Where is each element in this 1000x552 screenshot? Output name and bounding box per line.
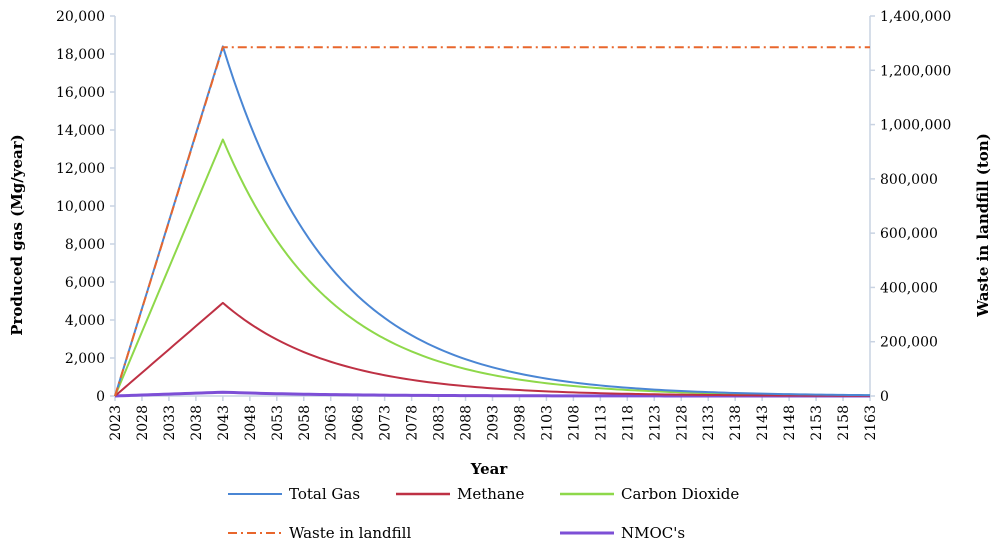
left-tick-label: 18,000	[56, 47, 105, 63]
right-tick-label: 400,000	[880, 280, 938, 296]
right-tick-label: 200,000	[880, 335, 938, 351]
x-tick-label: 2073	[378, 405, 394, 441]
x-tick-label: 2163	[863, 405, 879, 441]
x-tick-label: 2023	[108, 405, 124, 441]
left-tick-label: 4,000	[65, 313, 105, 329]
x-tick-label: 2118	[620, 405, 636, 441]
x-tick-label: 2108	[566, 405, 582, 441]
left-tick-label: 2,000	[65, 351, 105, 367]
left-tick-label: 0	[96, 389, 105, 405]
left-tick-label: 12,000	[56, 161, 105, 177]
x-tick-label: 2033	[162, 405, 178, 441]
x-tick-label: 2128	[674, 405, 690, 441]
legend-label-nmocs: NMOC's	[621, 524, 685, 542]
x-tick-label: 2093	[486, 405, 502, 441]
x-tick-label: 2133	[701, 405, 717, 441]
x-tick-label: 2088	[459, 405, 475, 441]
right-tick-label: 1,200,000	[880, 63, 951, 79]
right-y-axis-title: Waste in landfill (ton)	[974, 133, 992, 318]
series-line-carbon-dioxide	[114, 138, 871, 397]
left-tick-label: 20,000	[56, 9, 105, 25]
x-tick-label: 2153	[809, 405, 825, 441]
x-tick-label: 2113	[593, 405, 609, 441]
series-line-waste-in-landfill	[114, 46, 870, 397]
x-tick-label: 2143	[755, 405, 771, 441]
left-tick-label: 10,000	[56, 199, 105, 215]
right-tick-label: 1,400,000	[880, 9, 951, 25]
x-tick-label: 2158	[836, 405, 852, 441]
left-tick-label: 8,000	[65, 237, 105, 253]
legend-label-total-gas: Total Gas	[289, 485, 360, 503]
x-tick-label: 2103	[539, 405, 555, 441]
series-line-total-gas	[114, 45, 871, 397]
x-tick-label: 2063	[324, 405, 340, 441]
x-tick-label: 2043	[216, 405, 232, 441]
left-tick-label: 6,000	[65, 275, 105, 291]
x-tick-label: 2053	[270, 405, 286, 441]
x-tick-label: 2123	[647, 405, 663, 441]
x-tick-label: 2058	[297, 405, 313, 441]
x-tick-label: 2083	[432, 405, 448, 441]
legend-item-waste-in-landfill: Waste in landfill	[228, 524, 411, 542]
legend-item-methane: Methane	[396, 485, 525, 503]
left-y-axis-title: Produced gas (Mg/year)	[8, 134, 26, 336]
x-tick-label: 2078	[405, 405, 421, 441]
x-tick-label: 2138	[728, 405, 744, 441]
legend: Total Gas Methane Carbon Dioxide Waste i…	[228, 485, 739, 542]
right-tick-label: 0	[880, 389, 889, 405]
legend-label-methane: Methane	[457, 485, 525, 503]
x-tick-label: 2048	[243, 405, 259, 441]
series-line-methane	[114, 301, 871, 397]
legend-item-total-gas: Total Gas	[228, 485, 360, 503]
x-tick-label: 2028	[135, 405, 151, 441]
x-tick-label: 2068	[351, 405, 367, 441]
right-tick-label: 1,000,000	[880, 118, 951, 134]
x-axis-title: Year	[470, 460, 509, 478]
left-tick-label: 14,000	[56, 123, 105, 139]
legend-item-carbon-dioxide: Carbon Dioxide	[560, 485, 739, 503]
left-tick-label: 16,000	[56, 85, 105, 101]
legend-label-waste-in-landfill: Waste in landfill	[289, 524, 411, 542]
legend-item-nmocs: NMOC's	[560, 524, 685, 542]
x-tick-label: 2038	[189, 405, 205, 441]
right-tick-label: 800,000	[880, 172, 938, 188]
right-tick-label: 600,000	[880, 226, 938, 242]
x-tick-label: 2098	[512, 405, 528, 441]
legend-label-carbon-dioxide: Carbon Dioxide	[621, 485, 739, 503]
x-tick-label: 2148	[782, 405, 798, 441]
